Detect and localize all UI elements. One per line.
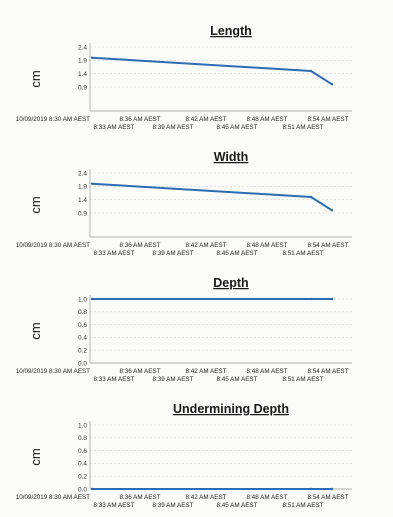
x-tick-label: 8:39 AM AEST xyxy=(153,376,194,383)
data-point xyxy=(330,209,334,212)
x-tick-label: 8:48 AM AEST xyxy=(247,116,288,123)
x-tick-label: 8:54 AM AEST xyxy=(308,116,349,123)
x-tick-label: 8:36 AM AEST xyxy=(120,242,161,249)
width-chart: Width cm 0.9 1.4 1.9 2.4 10/09/2019 8:30 AM AE… xyxy=(0,144,393,264)
x-tick-label: 8:42 AM AEST xyxy=(186,116,227,123)
y-axis-label: cm xyxy=(28,70,43,87)
x-tick-label: 8:45 AM AEST xyxy=(217,376,258,383)
x-tick-label: 8:33 AM AEST xyxy=(94,502,135,509)
series-line xyxy=(91,182,333,212)
x-tick-label: 8:54 AM AEST xyxy=(308,494,349,501)
x-tick-label: 8:42 AM AEST xyxy=(186,368,227,375)
data-point xyxy=(330,487,334,491)
series-line xyxy=(91,56,333,86)
y-tick-label: 0.8 xyxy=(78,309,87,316)
data-point xyxy=(90,487,94,491)
data-point xyxy=(309,487,313,491)
x-tick-label: 8:48 AM AEST xyxy=(247,368,288,375)
depth-chart-svg: Depth cm 0.0 0.2 0.4 0.6 0.8 1.0 10/09/2019 8:30… xyxy=(16,276,352,383)
y-tick-label: 1.9 xyxy=(78,58,87,65)
x-tick-label: 10/09/2019 8:30 AM AEST xyxy=(16,242,90,249)
length-chart-svg: Length cm 0.9 1.4 1.9 2.4 10/09/2019 8:30 AM A… xyxy=(16,24,352,131)
undermining-depth-chart-svg: Undermining Depth cm 0.0 0.2 0.4 0.6 0.8 1.0 10/… xyxy=(16,402,352,509)
data-point xyxy=(330,297,334,301)
undermining-depth-chart: Undermining Depth cm 0.0 0.2 0.4 0.6 0.8 1.0 10/… xyxy=(0,396,393,516)
x-tick-label: 8:51 AM AEST xyxy=(283,502,324,509)
y-tick-label: 2.4 xyxy=(78,44,87,51)
chart-title: Depth xyxy=(213,276,248,290)
x-tick-label: 10/09/2019 8:30 AM AEST xyxy=(16,368,90,375)
width-chart-svg: Width cm 0.9 1.4 1.9 2.4 10/09/2019 8:30 AM AE… xyxy=(16,150,352,257)
x-tick-label: 8:33 AM AEST xyxy=(94,250,135,257)
y-axis-label: cm xyxy=(28,448,43,465)
y-tick-label: 2.4 xyxy=(78,170,87,177)
x-tick-label: 8:54 AM AEST xyxy=(308,242,349,249)
data-point xyxy=(309,195,313,199)
x-tick-label: 8:33 AM AEST xyxy=(94,376,135,383)
data-point xyxy=(90,56,94,59)
x-tick-label: 8:54 AM AEST xyxy=(308,368,349,375)
depth-chart: Depth cm 0.0 0.2 0.4 0.6 0.8 1.0 10/09/2019 8:30… xyxy=(0,270,393,390)
y-tick-label: 0.6 xyxy=(78,322,87,329)
y-tick-label: 1.0 xyxy=(78,422,87,429)
data-point xyxy=(90,297,94,301)
x-tick-label: 8:42 AM AEST xyxy=(186,242,227,249)
y-tick-label: 0.8 xyxy=(78,435,87,442)
x-tick-label: 8:51 AM AEST xyxy=(283,124,324,131)
y-axis-label: cm xyxy=(28,322,43,339)
y-tick-label: 1.4 xyxy=(78,197,87,204)
x-tick-label: 8:39 AM AEST xyxy=(153,250,194,257)
x-tick-label: 8:39 AM AEST xyxy=(153,502,194,509)
y-tick-label: 0.2 xyxy=(78,474,87,481)
x-tick-label: 8:51 AM AEST xyxy=(283,250,324,257)
x-tick-label: 10/09/2019 8:30 AM AEST xyxy=(16,494,90,501)
y-tick-label: 0.4 xyxy=(78,335,87,342)
y-tick-label: 0.2 xyxy=(78,348,87,355)
x-tick-label: 8:42 AM AEST xyxy=(186,494,227,501)
y-tick-label: 1.9 xyxy=(78,184,87,191)
x-tick-label: 8:33 AM AEST xyxy=(94,124,135,131)
x-tick-label: 8:51 AM AEST xyxy=(283,376,324,383)
x-tick-label: 8:48 AM AEST xyxy=(247,494,288,501)
x-tick-label: 8:39 AM AEST xyxy=(153,124,194,131)
y-tick-label: 0.6 xyxy=(78,448,87,455)
y-axis-label: cm xyxy=(28,196,43,213)
x-tick-label: 8:48 AM AEST xyxy=(247,242,288,249)
length-chart: Length cm 0.9 1.4 1.9 2.4 10/09/2019 8:30 AM A… xyxy=(0,18,393,138)
y-tick-label: 1.0 xyxy=(78,296,87,303)
data-point xyxy=(309,297,313,301)
chart-title: Width xyxy=(214,150,249,164)
y-tick-label: 0.0 xyxy=(78,360,87,367)
y-tick-label: 0.9 xyxy=(78,84,87,91)
x-tick-label: 8:36 AM AEST xyxy=(120,368,161,375)
data-point xyxy=(330,83,334,86)
data-point xyxy=(90,182,94,185)
x-tick-label: 8:36 AM AEST xyxy=(120,494,161,501)
y-tick-label: 0.9 xyxy=(78,210,87,217)
y-tick-label: 1.4 xyxy=(78,71,87,78)
y-tick-label: 0.0 xyxy=(78,486,87,493)
x-tick-label: 8:45 AM AEST xyxy=(217,250,258,257)
y-tick-label: 0.4 xyxy=(78,461,87,468)
x-tick-label: 8:45 AM AEST xyxy=(217,502,258,509)
chart-title: Undermining Depth xyxy=(173,402,289,416)
data-point xyxy=(309,69,313,73)
x-tick-label: 10/09/2019 8:30 AM AEST xyxy=(16,116,90,123)
x-tick-label: 8:45 AM AEST xyxy=(217,124,258,131)
x-tick-label: 8:36 AM AEST xyxy=(120,116,161,123)
chart-title: Length xyxy=(210,24,252,38)
